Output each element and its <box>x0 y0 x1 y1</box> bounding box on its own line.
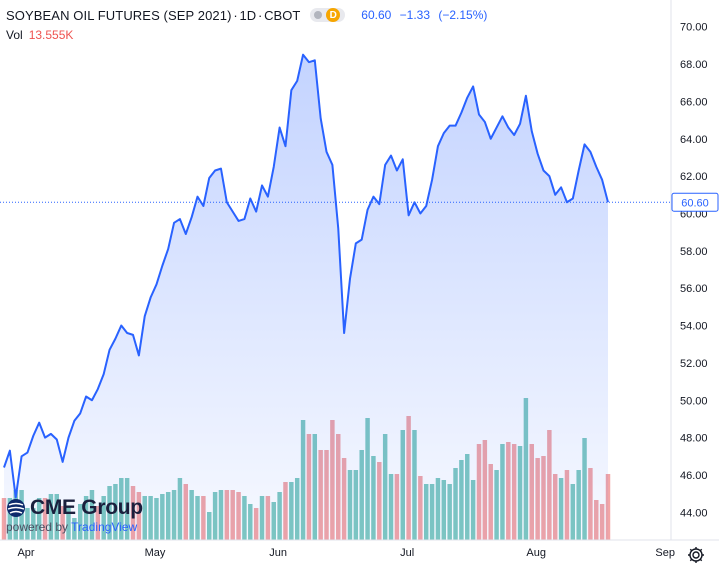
price-line <box>3 53 609 499</box>
x-tick-label: Sep <box>655 547 675 559</box>
interval-label[interactable]: 1D <box>239 7 257 23</box>
y-tick-label: 50.00 <box>680 395 708 407</box>
separator-dot: · <box>257 7 263 23</box>
x-tick-label: Aug <box>526 547 546 559</box>
last-price-tag-label: 60.60 <box>681 197 709 209</box>
y-tick-label: 56.00 <box>680 283 708 295</box>
time-scale[interactable]: Apr May Jun Jul Aug Sep <box>17 547 675 559</box>
y-tick-label: 70.00 <box>680 22 708 34</box>
volume-legend-row: Vol 13.555K <box>6 26 492 44</box>
cme-globe-icon <box>7 499 25 517</box>
price-values: 60.60 −1.33 (−2.15%) <box>361 8 492 22</box>
y-tick-label: 48.00 <box>680 433 708 445</box>
chart-legend: SOYBEAN OIL FUTURES (SEP 2021) · 1D · CB… <box>6 6 492 44</box>
price-scale[interactable]: 44.00 46.00 48.00 50.00 52.00 54.00 56.00 58.00… <box>680 22 708 520</box>
settings-gear-icon[interactable] <box>686 545 706 565</box>
y-tick-label: 54.00 <box>680 321 708 333</box>
branding-logo[interactable]: CME Group powered by TradingView <box>6 496 143 534</box>
last-price-tag-box <box>671 192 719 212</box>
market-status-pill[interactable]: D <box>310 8 346 22</box>
symbol-title[interactable]: SOYBEAN OIL FUTURES (SEP 2021) <box>6 7 232 23</box>
status-dot-icon <box>314 11 323 19</box>
y-tick-label: 52.00 <box>680 358 708 370</box>
tradingview-link[interactable]: TradingView <box>71 520 138 534</box>
powered-by-line: powered by TradingView <box>6 520 143 534</box>
last-price-value: 60.60 <box>361 8 392 22</box>
price-change-value: −1.33 <box>399 8 431 22</box>
price-change-percent: (−2.15%) <box>438 8 488 22</box>
x-tick-label: May <box>145 547 166 559</box>
x-tick-label: Jun <box>269 547 287 559</box>
y-tick-label: 44.00 <box>680 507 708 519</box>
separator-dot: · <box>233 7 238 23</box>
volume-value: 13.555K <box>28 28 74 42</box>
y-tick-label: 64.00 <box>680 134 708 146</box>
cme-logo: CME Group <box>6 496 143 520</box>
y-tick-label: 66.00 <box>680 96 708 108</box>
volume-label[interactable]: Vol <box>6 28 23 42</box>
exchange-label: CBOT <box>264 7 301 23</box>
symbol-legend-row: SOYBEAN OIL FUTURES (SEP 2021) · 1D · CB… <box>6 6 492 24</box>
x-tick-label: Jul <box>400 547 414 559</box>
price-area-fill <box>4 54 608 540</box>
y-tick-label: 62.00 <box>680 171 708 183</box>
y-tick-label: 58.00 <box>680 246 708 258</box>
last-price-tag: 60.60 <box>671 192 719 212</box>
y-tick-label: 68.00 <box>680 59 708 71</box>
x-tick-label: Apr <box>17 547 34 559</box>
delayed-data-icon: D <box>326 8 341 22</box>
cme-logo-text: CME Group <box>30 496 143 519</box>
y-tick-label: 46.00 <box>680 470 708 482</box>
powered-by-text: powered by <box>6 520 69 534</box>
